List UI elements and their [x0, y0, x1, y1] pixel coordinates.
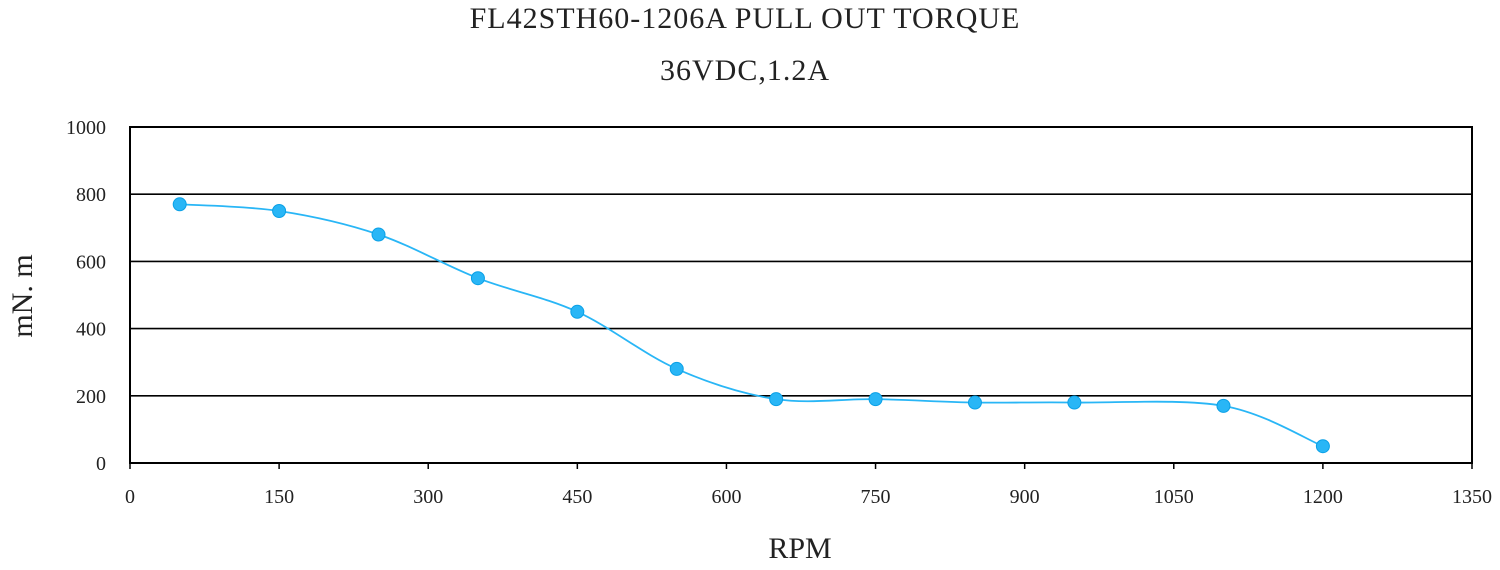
x-tick-label: 300 [413, 486, 443, 508]
y-tick-label: 0 [96, 453, 106, 475]
data-point [371, 227, 386, 242]
y-tick-label: 1000 [66, 117, 106, 139]
data-point [1315, 439, 1330, 454]
y-tick-label: 200 [76, 386, 106, 408]
y-axis-label: mN. m [6, 254, 39, 337]
x-tick-label: 450 [562, 486, 592, 508]
y-tick-label: 600 [76, 251, 106, 273]
data-point [172, 197, 187, 212]
data-point [1216, 398, 1231, 413]
x-tick-labels: 0 150 300 450 600 750 900 1050 1200 1350 [125, 463, 1492, 508]
x-tick-label: 900 [1010, 486, 1040, 508]
chart-title: FL42STH60-1206A PULL OUT TORQUE [470, 2, 1021, 35]
x-tick-label: 150 [264, 486, 294, 508]
series-line-0 [179, 203, 1324, 448]
data-point [669, 361, 684, 376]
x-axis-label: RPM [768, 532, 831, 565]
data-point [570, 304, 585, 319]
data-point [1067, 395, 1082, 410]
grid-lines [130, 126, 1472, 464]
x-tick-label: 1200 [1303, 486, 1343, 508]
x-tick-label: 0 [125, 486, 135, 508]
data-point [868, 392, 883, 407]
y-tick-labels: 0 200 400 600 800 1000 [66, 117, 106, 475]
data-point [769, 392, 784, 407]
y-tick-label: 800 [76, 184, 106, 206]
plot-frame [129, 126, 1473, 464]
x-tick-label: 600 [711, 486, 741, 508]
x-tick-label: 1350 [1452, 486, 1492, 508]
data-series [172, 197, 1330, 454]
data-point [272, 204, 287, 218]
data-point [967, 395, 982, 410]
data-point [470, 271, 485, 286]
y-tick-label: 400 [76, 319, 106, 341]
x-tick-label: 1050 [1154, 486, 1194, 508]
x-tick-label: 750 [861, 486, 891, 508]
chart-subtitle: 36VDC,1.2A [660, 54, 830, 87]
